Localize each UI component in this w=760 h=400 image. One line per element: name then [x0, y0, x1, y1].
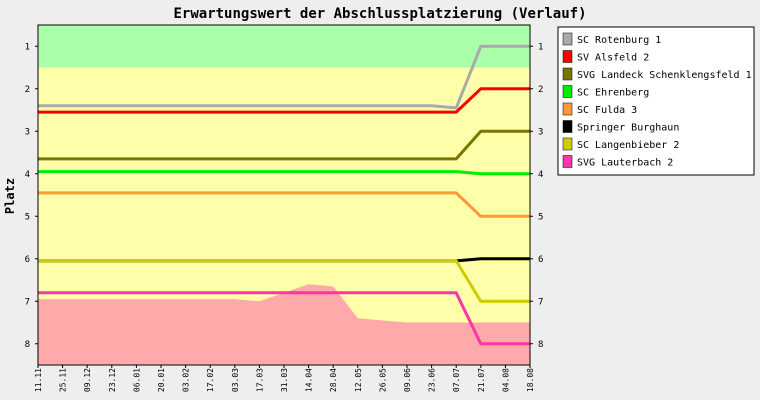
- x-tick-label: 03.03: [231, 368, 240, 392]
- x-tick-label: 11.11: [34, 368, 43, 392]
- legend-label: SVG Lauterbach 2: [577, 158, 673, 169]
- legend-swatch: [562, 85, 573, 98]
- x-tick-label: 20.01: [157, 368, 166, 392]
- legend-swatch: [562, 50, 573, 63]
- y-tick-label-left: 3: [25, 127, 30, 137]
- legend: SC Rotenburg 1 SV Alsfeld 2 SVG Landeck Sc…: [557, 26, 755, 176]
- x-tick-label: 09.12: [83, 368, 92, 392]
- chart-title: Erwartungswert der Abschlussplatzierung …: [173, 6, 586, 22]
- legend-swatch: [562, 120, 573, 133]
- x-tick-label: 14.04: [305, 368, 314, 392]
- x-tick-label: 18.08: [526, 368, 535, 392]
- legend-swatch: [562, 137, 573, 151]
- legend-swatch: [562, 32, 573, 46]
- y-tick-label-left: 4: [25, 170, 30, 180]
- y-tick-label-left: 6: [25, 255, 30, 265]
- x-tick-label: 21.07: [477, 368, 486, 392]
- x-tick-label: 03.02: [182, 368, 191, 392]
- x-tick-label: 12.05: [354, 368, 363, 392]
- legend-label: SV Alsfeld 2: [577, 53, 649, 64]
- x-tick-label: 17.03: [255, 368, 264, 392]
- y-tick-label-right: 3: [538, 127, 543, 137]
- y-tick-label-left: 1: [25, 42, 30, 52]
- series-line-2: [38, 87, 530, 114]
- background-zone-0: [38, 25, 530, 68]
- x-tick-label: 04.08: [501, 368, 510, 392]
- x-tick-label: 07.07: [452, 368, 461, 392]
- legend-box: [557, 26, 755, 176]
- x-tick-label: 23.06: [428, 368, 437, 392]
- legend-label: SC Fulda 3: [577, 105, 637, 116]
- series-line-7: [38, 259, 530, 303]
- y-tick-label-left: 8: [25, 340, 30, 350]
- legend-label: SC Rotenburg 1: [577, 35, 661, 46]
- series-line-4: [38, 170, 530, 176]
- y-tick-label-right: 7: [538, 297, 543, 307]
- y-tick-label-left: 2: [25, 85, 30, 95]
- y-tick-label-left: 7: [25, 297, 30, 307]
- y-tick-label-right: 2: [538, 85, 543, 95]
- y-tick-label-right: 5: [538, 212, 543, 222]
- x-tick-label: 23.12: [108, 368, 117, 392]
- legend-label: Springer Burghaun: [577, 123, 679, 134]
- x-tick-label: 28.04: [329, 368, 338, 392]
- y-tick-label-right: 6: [538, 255, 543, 265]
- legend-swatch: [562, 67, 573, 81]
- legend-swatch: [562, 155, 573, 168]
- series-line-3: [38, 129, 530, 161]
- y-tick-label-right: 8: [538, 340, 543, 350]
- series-line-8: [38, 291, 530, 346]
- legend-label: SC Ehrenberg: [577, 88, 649, 99]
- series-line-5: [38, 191, 530, 218]
- y-axis-label: Platz: [3, 178, 17, 214]
- legend-swatch: [562, 102, 573, 116]
- legend-label: SC Langenbieber 2: [577, 140, 679, 151]
- y-tick-label-right: 1: [538, 42, 543, 52]
- x-tick-label: 17.02: [206, 368, 215, 392]
- series-line-1: [38, 44, 530, 110]
- relegation-area: [38, 284, 530, 365]
- x-tick-label: 26.05: [378, 368, 387, 392]
- legend-label: SVG Landeck Schenklengsfeld 1: [577, 70, 752, 81]
- y-tick-label-right: 4: [538, 170, 543, 180]
- plot-area: 1 1 2 2 3 3 4 4 5 5 6 6 7 7 8 8 11.11 25.11 09.12 23.12 06.0…: [25, 24, 543, 392]
- y-tick-label-left: 5: [25, 212, 30, 222]
- x-tick-label: 25.11: [59, 368, 68, 392]
- x-tick-label: 09.06: [403, 368, 412, 392]
- x-tick-label: 31.03: [280, 368, 289, 392]
- x-tick-label: 06.01: [132, 368, 141, 392]
